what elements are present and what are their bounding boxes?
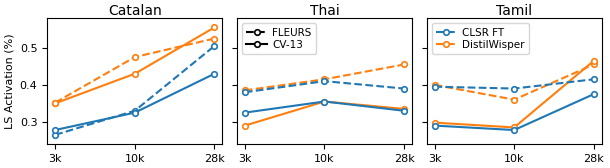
Title: Thai: Thai [310, 4, 339, 18]
Title: Catalan: Catalan [108, 4, 162, 18]
Title: Tamil: Tamil [496, 4, 533, 18]
Legend: CLSR FT, DistilWisper: CLSR FT, DistilWisper [432, 23, 529, 54]
Legend: FLEURS, CV-13: FLEURS, CV-13 [242, 23, 316, 54]
Y-axis label: LS Activation (%): LS Activation (%) [4, 33, 14, 129]
